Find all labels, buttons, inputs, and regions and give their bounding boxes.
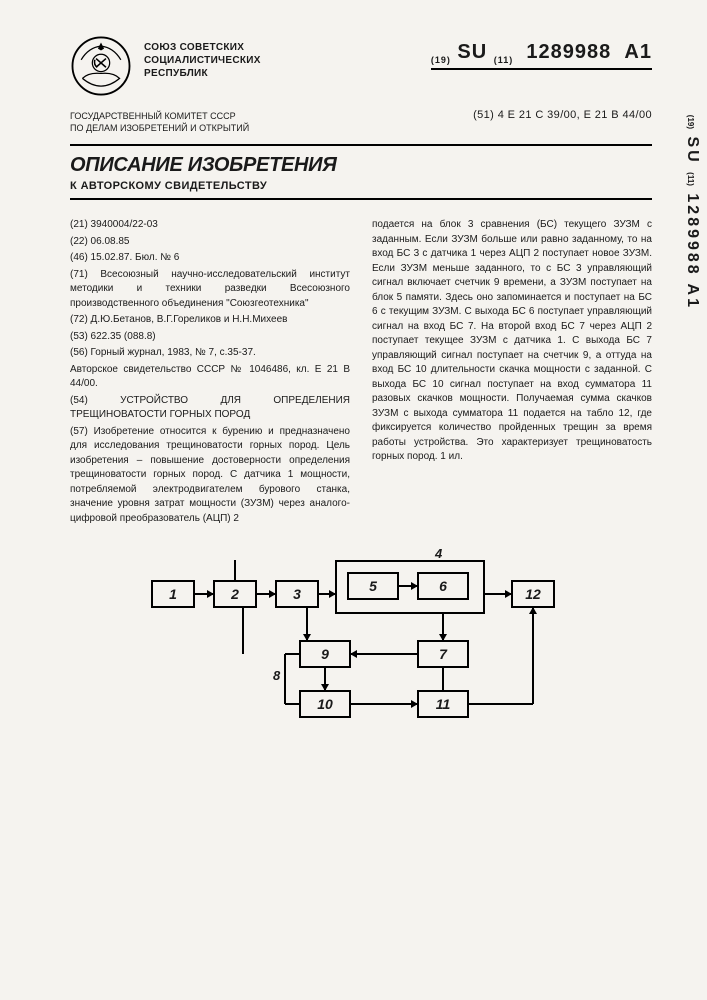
diagram-arrow (442, 668, 444, 690)
side-patent-number: (19) SU (11) 1289988 A1 (683, 115, 701, 310)
kind-code: A1 (624, 41, 652, 63)
diagram-container: 123561297101148 (70, 550, 652, 740)
ussr-emblem-icon (70, 35, 132, 97)
patent-page: СОЮЗ СОВЕТСКИХ СОЦИАЛИСТИЧЕСКИХ РЕСПУБЛИ… (0, 0, 707, 765)
side-prefix: (19) (686, 115, 695, 129)
diagram-box-b3: 3 (275, 580, 319, 608)
diagram-arrow (469, 703, 533, 705)
diagram-arrow (195, 593, 213, 595)
diagram-box-b11: 11 (417, 690, 469, 718)
diagram-box-b6: 6 (417, 572, 469, 600)
field-22: (22) 06.08.85 (70, 235, 350, 250)
diagram-arrow (285, 653, 299, 655)
republic-line: СОЮЗ СОВЕТСКИХ (144, 41, 261, 54)
diagram-arrow (532, 608, 534, 704)
title-sub: К АВТОРСКОМУ СВИДЕТЕЛЬСТВУ (70, 180, 652, 192)
prior-art: Авторское свидетельство СССР № 1046486, … (70, 363, 350, 392)
header-row: СОЮЗ СОВЕТСКИХ СОЦИАЛИСТИЧЕСКИХ РЕСПУБЛИ… (70, 35, 652, 97)
field-71: (71) Всесоюзный научно-исследовательский… (70, 268, 350, 312)
block-diagram: 123561297101148 (151, 550, 571, 740)
body-columns: (21) 3940004/22-03 (22) 06.08.85 (46) 15… (70, 218, 652, 528)
republic-line: РЕСПУБЛИК (144, 67, 261, 80)
side-mid: (11) (686, 172, 695, 186)
diagram-box-b1: 1 (151, 580, 195, 608)
diagram-arrow (399, 585, 417, 587)
diagram-box-b9: 9 (299, 640, 351, 668)
committee-line: ГОСУДАРСТВЕННЫЙ КОМИТЕТ СССР (70, 111, 280, 123)
diagram-arrow (442, 614, 444, 640)
field-56: (56) Горный журнал, 1983, № 7, с.35-37. (70, 346, 350, 361)
diagram-arrow (351, 703, 417, 705)
republic-line: СОЦИАЛИСТИЧЕСКИХ (144, 54, 261, 67)
diagram-arrow (306, 608, 308, 640)
patent-number-block: (19) SU (11) 1289988 A1 (431, 41, 652, 70)
prefix-11: (11) (494, 55, 514, 65)
diagram-box-b2: 2 (213, 580, 257, 608)
diagram-arrow (284, 654, 286, 704)
diagram-arrow (257, 593, 275, 595)
diagram-label-4: 4 (435, 546, 442, 561)
field-46: (46) 15.02.87. Бюл. № 6 (70, 251, 350, 266)
diagram-arrow (324, 668, 326, 690)
diagram-arrow (485, 593, 511, 595)
diagram-box-b7: 7 (417, 640, 469, 668)
title-block: ОПИСАНИЕ ИЗОБРЕТЕНИЯ К АВТОРСКОМУ СВИДЕТ… (70, 154, 652, 192)
patent-number-line: (19) SU (11) 1289988 A1 (431, 41, 652, 70)
doc-number: 1289988 (526, 41, 611, 63)
field-53: (53) 622.35 (088.8) (70, 330, 350, 345)
side-text: SU (684, 136, 701, 172)
committee-line: ПО ДЕЛАМ ИЗОБРЕТЕНИЙ И ОТКРЫТИЙ (70, 123, 280, 135)
divider (70, 144, 652, 146)
diagram-box-b10: 10 (299, 690, 351, 718)
side-num: 1289988 A1 (684, 193, 701, 310)
abstract-continued: подается на блок 3 сравнения (БС) текуще… (372, 218, 652, 465)
diagram-box-b5: 5 (347, 572, 399, 600)
committee-row: ГОСУДАРСТВЕННЫЙ КОМИТЕТ СССР ПО ДЕЛАМ ИЗ… (70, 111, 652, 134)
diagram-arrow (234, 560, 236, 580)
field-72: (72) Д.Ю.Бетанов, В.Г.Гореликов и Н.Н.Ми… (70, 313, 350, 328)
diagram-arrow (242, 608, 244, 654)
prefix-19: (19) (431, 55, 451, 65)
field-54-title: (54) УСТРОЙСТВО ДЛЯ ОПРЕДЕЛЕНИЯ ТРЕЩИНОВ… (70, 394, 350, 423)
diagram-arrow (351, 653, 417, 655)
field-57-abstract: (57) Изобретение относится к бурению и п… (70, 425, 350, 527)
diagram-arrow (285, 703, 299, 705)
ipc-classification: (51) 4 E 21 C 39/00, E 21 B 44/00 (473, 109, 652, 121)
diagram-label-8: 8 (273, 668, 280, 683)
title-main: ОПИСАНИЕ ИЗОБРЕТЕНИЯ (70, 154, 652, 177)
right-column: подается на блок 3 сравнения (БС) текуще… (372, 218, 652, 528)
diagram-box-b12: 12 (511, 580, 555, 608)
country-code: SU (457, 41, 487, 63)
divider (70, 198, 652, 200)
left-column: (21) 3940004/22-03 (22) 06.08.85 (46) 15… (70, 218, 350, 528)
diagram-arrow (319, 593, 335, 595)
field-21: (21) 3940004/22-03 (70, 218, 350, 233)
committee-block: ГОСУДАРСТВЕННЫЙ КОМИТЕТ СССР ПО ДЕЛАМ ИЗ… (70, 111, 280, 134)
republic-block: СОЮЗ СОВЕТСКИХ СОЦИАЛИСТИЧЕСКИХ РЕСПУБЛИ… (144, 41, 261, 80)
